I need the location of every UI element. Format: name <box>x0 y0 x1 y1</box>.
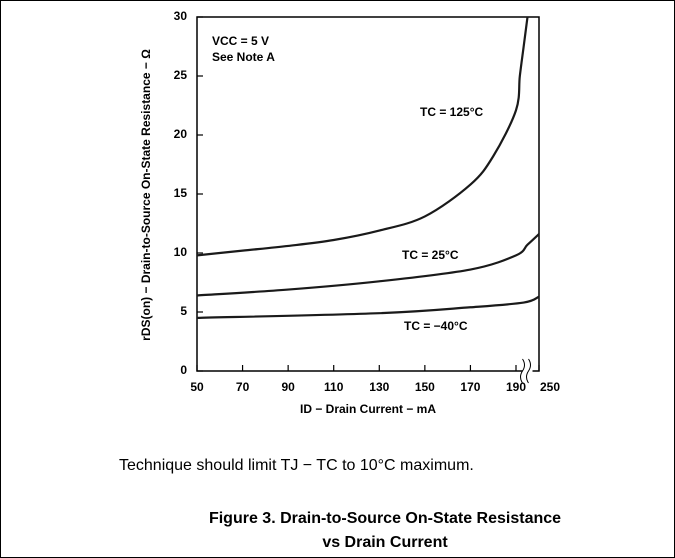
series-label: TC = 25°C <box>402 248 459 262</box>
chart-subtitle: vs Drain Current <box>322 534 448 551</box>
y-tick-label: 30 <box>174 9 188 23</box>
y-tick-label: 10 <box>174 245 188 259</box>
series-line <box>196 233 540 297</box>
label-bg <box>398 247 482 265</box>
series-label: TC = −40°C <box>404 319 468 333</box>
series-line <box>196 16 529 257</box>
chart-title: Figure 3. Drain-to-Source On-State Resis… <box>209 510 561 527</box>
annotation: VCC = 5 V <box>212 34 269 48</box>
x-tick-label: 190 <box>506 380 526 394</box>
y-tick-label: 20 <box>174 127 188 141</box>
plot-frame <box>196 16 540 372</box>
x-axis-label: ID − Drain Current − mA <box>300 402 436 416</box>
axis-break <box>526 358 531 384</box>
y-axis-label: rDS(on) − Drain-to-Source On-State Resis… <box>139 49 153 341</box>
y-tick-label: 15 <box>174 186 188 200</box>
y-tick-label: 5 <box>180 304 187 318</box>
axis-break <box>520 358 525 384</box>
y-tick-label: 25 <box>174 68 188 82</box>
axis-break-gap <box>522 368 533 374</box>
x-tick-label: 90 <box>281 380 295 394</box>
note: Technique should limit TJ − TC to 10°C m… <box>119 457 474 474</box>
series-line <box>196 295 540 319</box>
x-tick-label: 170 <box>460 380 480 394</box>
annotation: See Note A <box>212 50 275 64</box>
x-tick-label: 70 <box>236 380 250 394</box>
series-label: TC = 125°C <box>420 105 483 119</box>
label-bg <box>416 104 500 122</box>
y-tick-label: 0 <box>180 363 187 377</box>
x-tick-label: 50 <box>190 380 204 394</box>
x-tick-label: 110 <box>324 380 344 394</box>
x-tick-label: 130 <box>369 380 389 394</box>
x-tick-label: 150 <box>415 380 435 394</box>
label-bg <box>400 318 484 336</box>
x-tick-label: 250 <box>540 380 560 394</box>
